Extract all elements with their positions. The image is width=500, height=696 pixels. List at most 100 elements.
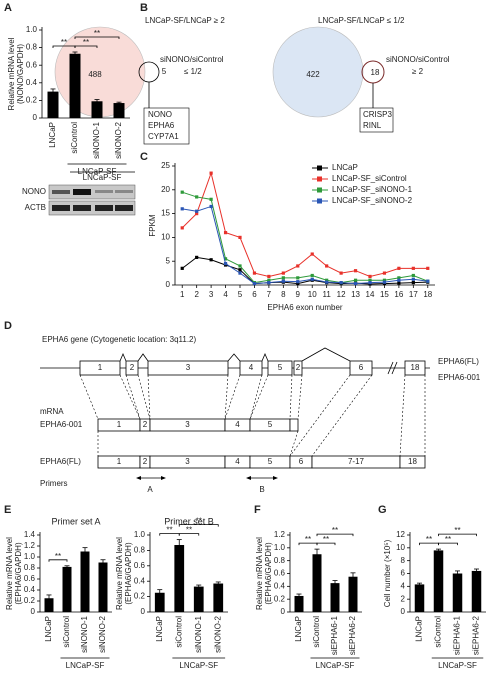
x-tick-label: 7 (267, 290, 272, 299)
group-label: LNCaP-SF (83, 173, 122, 182)
gene-box (359, 107, 394, 133)
exon-label: 2 (143, 457, 148, 466)
sig-label: ** (186, 526, 192, 535)
x-tick-label: siEPHA6-1 (453, 615, 462, 655)
band (115, 205, 133, 211)
bar (330, 583, 340, 612)
bar (47, 91, 59, 118)
splice (301, 347, 351, 362)
panel-label: C (140, 151, 148, 163)
group-label: LNCaP-SF (78, 167, 117, 176)
band (115, 190, 133, 193)
venn-title: LNCaP-SF/LNCaP ≥ 2 (145, 16, 225, 25)
bar (213, 583, 224, 612)
dash-line (399, 374, 406, 457)
y-axis-label: (EPHA6/GAPDH) (264, 542, 273, 605)
sig-bracket (316, 533, 354, 537)
x-tick-label: siNONO-1 (92, 121, 101, 158)
marker (426, 266, 430, 270)
arrowhead (246, 476, 251, 480)
panel-label: E (4, 504, 11, 516)
marker (281, 271, 285, 275)
marker (180, 190, 184, 194)
y-tick-label: 0.6 (26, 60, 38, 69)
y-tick-label: 1.0 (26, 25, 38, 34)
exon-label: 4 (249, 363, 254, 372)
x-tick-label: siNONO-2 (213, 615, 222, 652)
marker (223, 257, 228, 261)
panel-label: F (254, 504, 261, 516)
x-tick-label: siControl (62, 616, 71, 648)
sig-label: ** (196, 517, 202, 526)
venn-count: 488 (88, 70, 102, 79)
band (95, 205, 113, 211)
legend-label: LNCaP-SF_siNONO-2 (332, 196, 413, 205)
marker (180, 266, 184, 270)
marker (397, 278, 401, 282)
marker (209, 197, 213, 201)
dash-line (249, 374, 269, 420)
exon-label: 7-17 (348, 457, 365, 466)
dash-line (79, 374, 99, 420)
marker (368, 274, 372, 279)
marker (223, 231, 228, 235)
primer-label: B (259, 485, 264, 494)
marker (209, 258, 213, 262)
x-tick-label: LNCaP (44, 616, 53, 642)
venn-title: LNCaP-SF/LNCaP ≤ 1/2 (318, 16, 405, 25)
y-tick-label: 1.0 (274, 543, 286, 552)
bar (154, 592, 165, 612)
exon-label: 3 (186, 363, 191, 372)
gene: CRISP3 (363, 110, 392, 119)
sig-label: ** (94, 29, 100, 38)
y-tick-label: 4 (401, 581, 406, 590)
dash-line (297, 374, 303, 420)
marker (339, 281, 343, 285)
exon-label: 6 (299, 457, 304, 466)
bar (80, 551, 90, 612)
group-label: LNCaP-SF (438, 661, 477, 670)
y-axis-label: (EPHA6/GAPDH) (14, 542, 23, 605)
chart-title: Primer set A (51, 516, 100, 526)
venn-right: LNCaP-SF/LNCaP ≤ 1/2 422 18 siNONO/siCon… (272, 16, 450, 133)
marker (296, 281, 300, 286)
exon-label: 2 (143, 420, 148, 429)
marker (411, 277, 415, 281)
exon (404, 360, 426, 376)
x-tick-label: 3 (209, 290, 214, 299)
bar (98, 562, 108, 612)
exon-label: 2 (130, 363, 135, 372)
x-tick-label: 2 (194, 290, 199, 299)
gene-diagram: EPHA6 gene (Cytogenetic location: 3q11.2… (40, 335, 481, 494)
y-tick-label: 12 (396, 530, 405, 539)
y-tick-label: 20 (161, 185, 170, 194)
marker (411, 281, 415, 285)
marker (397, 281, 401, 285)
exon-label: 2 (296, 363, 301, 372)
exon-label: 4 (235, 420, 240, 429)
sig-bracket (74, 45, 98, 48)
marker (195, 255, 199, 259)
exon (79, 360, 121, 376)
dash-line (147, 374, 151, 420)
mrna-exon (399, 455, 426, 469)
marker (238, 271, 242, 275)
sig-label: ** (61, 38, 67, 47)
y-tick-label: 0.4 (134, 576, 146, 585)
y-tick-label: 0 (281, 607, 286, 616)
x-tick-label: 5 (238, 290, 243, 299)
western-blot: LNCaP-SF NONO ACTB (22, 171, 136, 216)
x-tick-label: 1 (180, 290, 185, 299)
x-axis-label: EPHA6 exon number (267, 303, 342, 312)
band (73, 189, 91, 195)
y-tick-label: 5 (166, 256, 171, 265)
y-tick-label: 0.2 (134, 592, 146, 601)
venn-condition: ≤ 1/2 (184, 67, 202, 76)
y-tick-label: 0 (166, 280, 171, 289)
venn-condition: siNONO/siControl (386, 55, 450, 64)
gene-title: EPHA6 gene (Cytogenetic location: 3q11.2… (42, 335, 197, 344)
exon-label: 18 (408, 457, 417, 466)
marker (195, 212, 199, 216)
bar (312, 554, 322, 612)
exon (125, 360, 139, 376)
